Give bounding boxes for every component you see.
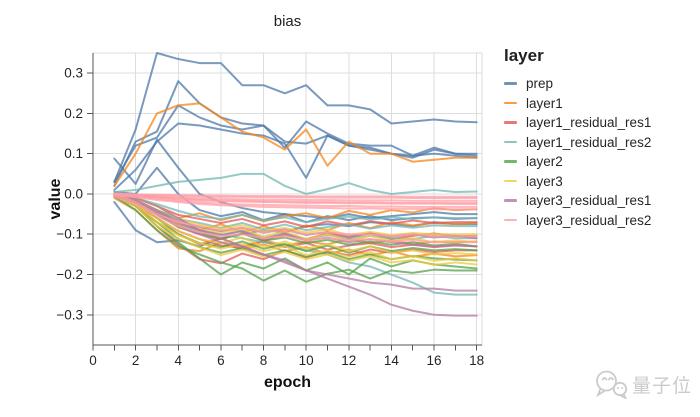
legend-swatch-layer3_residual_res2 <box>504 218 517 222</box>
watermark-text: 量子位 <box>631 375 692 397</box>
y-tick-label: 0.0 <box>64 186 83 201</box>
y-axis-label: value <box>47 178 64 220</box>
legend-swatch-layer1_residual_res1 <box>504 121 517 124</box>
y-tick-label: −0.1 <box>56 227 83 242</box>
series-line-layer1-1 <box>113 102 478 187</box>
legend-label-layer2: layer2 <box>526 154 563 169</box>
series-line-layer1_residual_res2-5 <box>113 192 478 224</box>
series-line-layer3_residual_res2-5 <box>113 193 478 206</box>
axes <box>87 53 482 351</box>
legend-item-layer1: layer1 <box>504 96 651 111</box>
series-line-layer3_residual_res2-6 <box>113 193 478 208</box>
legend-swatch-layer1_residual_res2 <box>504 140 517 144</box>
series-line-prep-2 <box>113 80 478 187</box>
legend-label-layer1_residual_res2: layer1_residual_res2 <box>526 134 652 150</box>
legend-item-layer3: layer3 <box>504 174 651 189</box>
legend-item-layer1_residual_res1: layer1_residual_res1 <box>504 115 651 130</box>
y-tick-label: 0.1 <box>64 146 83 161</box>
legend-item-prep: prep <box>504 76 651 91</box>
series-line-layer3_residual_res2-8 <box>113 192 478 238</box>
series-line-layer2-3 <box>113 192 478 254</box>
x-tick-label: 10 <box>299 353 314 368</box>
x-tick-label: 4 <box>175 353 183 368</box>
y-tick-label: −0.3 <box>56 307 83 322</box>
x-tick-label: 2 <box>132 353 140 368</box>
y-tick-label: 0.3 <box>64 66 83 81</box>
x-tick-label: 18 <box>469 353 484 368</box>
x-tick-label: 0 <box>89 353 97 368</box>
series-line-layer3-1 <box>113 192 478 256</box>
series-line-layer1_residual_res1-3 <box>113 192 478 228</box>
legend-title: layer <box>504 46 544 65</box>
x-tick-label: 16 <box>427 353 442 368</box>
series-line-layer3-4 <box>113 194 478 262</box>
legend-item-layer1_residual_res2: layer1_residual_res2 <box>504 135 651 150</box>
series-lines <box>113 52 478 317</box>
series-line-layer1-2 <box>113 192 478 234</box>
x-tick-label: 12 <box>341 353 356 368</box>
legend-label-layer3_residual_res2: layer3_residual_res2 <box>526 212 652 228</box>
legend-swatch-layer1 <box>504 101 517 105</box>
legend-item-layer3_residual_res1: layer3_residual_res1 <box>504 193 651 208</box>
legend-label-layer1: layer1 <box>526 95 563 111</box>
series-line-layer2-2 <box>113 194 478 283</box>
legend-label-prep: prep <box>526 76 554 91</box>
legend-item-layer2: layer2 <box>504 154 651 169</box>
series-line-prep-3 <box>113 104 478 183</box>
legend-items: prep layer1 layer1_residual_res1 layer1_res… <box>504 76 651 228</box>
legend-swatch-layer2 <box>504 160 517 163</box>
tick-labels: 0 2 4 6 8 10 12 14 16 18 0.3 0.2 0.1 0.0 −0.1 −0.2 −0.3 <box>56 66 484 368</box>
legend-label-layer1_residual_res1: layer1_residual_res1 <box>526 115 652 130</box>
legend-label-layer3_residual_res1: layer3_residual_res1 <box>526 193 652 208</box>
legend-label-layer3: layer3 <box>526 173 563 189</box>
wechat-icon <box>596 370 628 399</box>
series-line-layer3_residual_res2-9 <box>113 194 478 244</box>
chart-title: bias <box>273 13 302 30</box>
x-tick-label: 14 <box>384 353 400 368</box>
series-line-layer3_residual_res2-2 <box>113 192 478 198</box>
series-line-layer3_residual_res2-7 <box>113 194 478 211</box>
x-tick-label: 8 <box>260 353 268 368</box>
series-line-prep-1 <box>113 52 478 183</box>
x-tick-label: 6 <box>217 353 225 368</box>
legend-swatch-layer3_residual_res1 <box>504 199 517 202</box>
series-line-layer3-2 <box>113 194 478 266</box>
series-line-layer1_residual_res2-1 <box>113 172 478 195</box>
legend-swatch-prep <box>504 82 517 85</box>
series-line-prep-4 <box>113 122 478 191</box>
y-tick-label: 0.2 <box>64 106 83 121</box>
x-axis-label: epoch <box>263 374 312 391</box>
watermark: 量子位 <box>593 369 692 399</box>
legend-swatch-layer3 <box>504 179 517 183</box>
y-tick-label: −0.2 <box>56 267 83 282</box>
legend-item-layer3_residual_res2: layer3_residual_res2 <box>504 213 651 228</box>
